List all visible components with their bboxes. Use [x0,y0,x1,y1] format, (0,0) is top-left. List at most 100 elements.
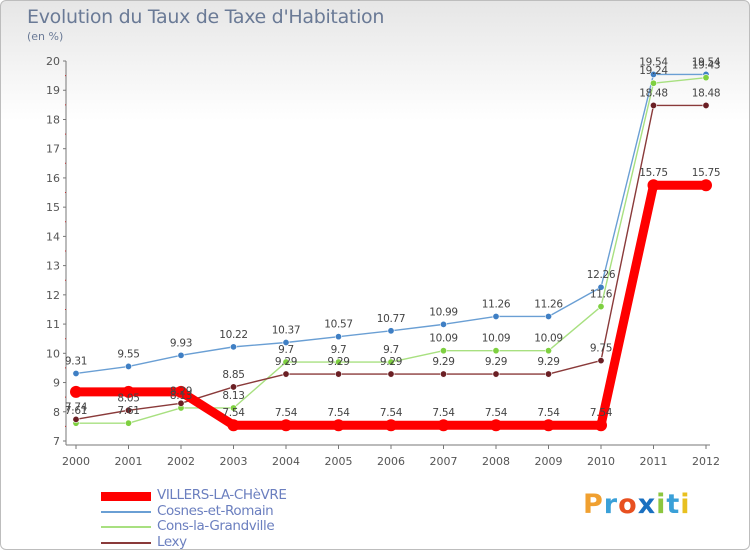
data-label: 10.09 [429,333,458,345]
data-point [544,347,552,355]
y-tick-label: 12 [46,289,60,302]
y-tick-label: 15 [46,201,60,214]
legend-swatch [101,541,151,544]
logo-letter: t [666,489,681,520]
data-label: 9.31 [65,355,87,367]
x-tick-label: 2011 [640,455,668,468]
data-label: 7.61 [65,405,87,417]
data-point [282,370,290,378]
data-label: 8.13 [170,390,192,402]
y-tick-label: 20 [46,55,60,68]
legend-swatch [101,526,151,528]
data-label: 9.93 [170,337,192,349]
data-label: 10.22 [219,329,248,341]
legend-label: Cosnes-et-Romain [157,502,274,519]
data-labels: 7.54 7.54 7.54 7.54 7.54 7.54 7.54 7.54 15.75 15.… [65,56,721,419]
data-point [597,357,605,365]
x-tick-label: 2001 [115,455,143,468]
data-label: 8.05 [117,392,139,404]
legend-label: Cons-la-Grandville [157,518,275,534]
data-point [492,347,500,355]
data-label: 9.7 [331,344,347,356]
data-label: 8.85 [222,369,244,381]
data-label: 9.7 [278,344,294,356]
x-tick-label: 2012 [692,455,720,468]
data-point [437,419,450,432]
legend-label: Lexy [157,533,187,550]
x-tick-label: 2009 [535,455,563,468]
data-label: 7.54 [222,407,245,419]
data-point [70,385,82,398]
data-label: 9.29 [432,356,454,368]
data-label: 7.54 [380,407,403,419]
data-label: 9.29 [485,356,507,368]
y-tick-label: 16 [46,172,60,185]
data-label: 7.74 [65,401,88,413]
data-label: 9.29 [380,356,402,368]
data-label: 7.54 [327,407,350,419]
logo-letter: o [618,489,638,520]
data-point [332,419,345,432]
data-point [439,320,447,328]
data-label: 7.54 [590,407,613,419]
series-markers [70,70,712,432]
x-tick-label: 2005 [325,455,353,468]
data-label: 11.26 [534,298,563,310]
data-label: 10.57 [324,319,353,331]
data-point [230,343,238,351]
data-point [490,419,502,432]
data-point [439,370,447,378]
data-label: 7.54 [537,407,560,419]
x-tick-label: 2000 [62,455,90,468]
data-point [282,338,290,346]
chart-subtitle: (en %) [27,30,64,43]
data-label: 8.29 [170,385,192,397]
axes: 7 8 9 10 11 12 13 14 15 16 17 18 19 20 2000 2001 2002 200… [46,55,720,468]
data-label: 7.54 [432,407,455,419]
data-label: 10.37 [272,324,301,336]
legend-swatch [101,491,151,501]
data-label: 19.54 [639,56,668,68]
data-point [385,419,397,432]
logo-letter: r [603,489,619,520]
data-point [177,351,185,359]
data-point [227,419,240,432]
data-label: 12.26 [587,269,616,281]
data-point [492,312,500,320]
x-tick-label: 2010 [587,455,615,468]
x-tick-label: 2007 [430,455,458,468]
y-tick-label: 18 [46,113,60,126]
legend-swatch [101,510,151,513]
logo-letter: i [656,489,667,520]
legend-label: VILLERS-LA-CHèVRE [157,487,287,503]
data-point [72,415,80,423]
logo-letter: x [637,489,657,520]
data-point [595,419,607,432]
data-point [387,327,395,335]
data-point [649,101,657,109]
data-point [72,369,80,377]
data-label: 10.09 [482,333,511,345]
data-label: 9.29 [275,356,297,368]
data-point [230,383,238,391]
data-point [597,283,605,291]
y-tick-label: 11 [46,318,60,331]
data-label: 7.54 [485,407,508,419]
data-label: 11.6 [590,289,613,301]
data-label: 19.54 [692,56,721,68]
data-label: 18.48 [692,87,721,99]
data-label: 11.26 [482,298,511,310]
data-label: 9.7 [383,344,399,356]
data-point [125,362,133,370]
x-tick-label: 2004 [272,455,300,468]
data-point [334,333,342,341]
x-tick-label: 2003 [220,455,248,468]
data-label: 9.29 [537,356,559,368]
data-point [125,406,133,414]
data-point [439,347,447,355]
data-label: 15.75 [639,167,668,179]
data-label: 9.75 [590,343,612,355]
data-point [334,370,342,378]
x-tick-label: 2006 [377,455,405,468]
